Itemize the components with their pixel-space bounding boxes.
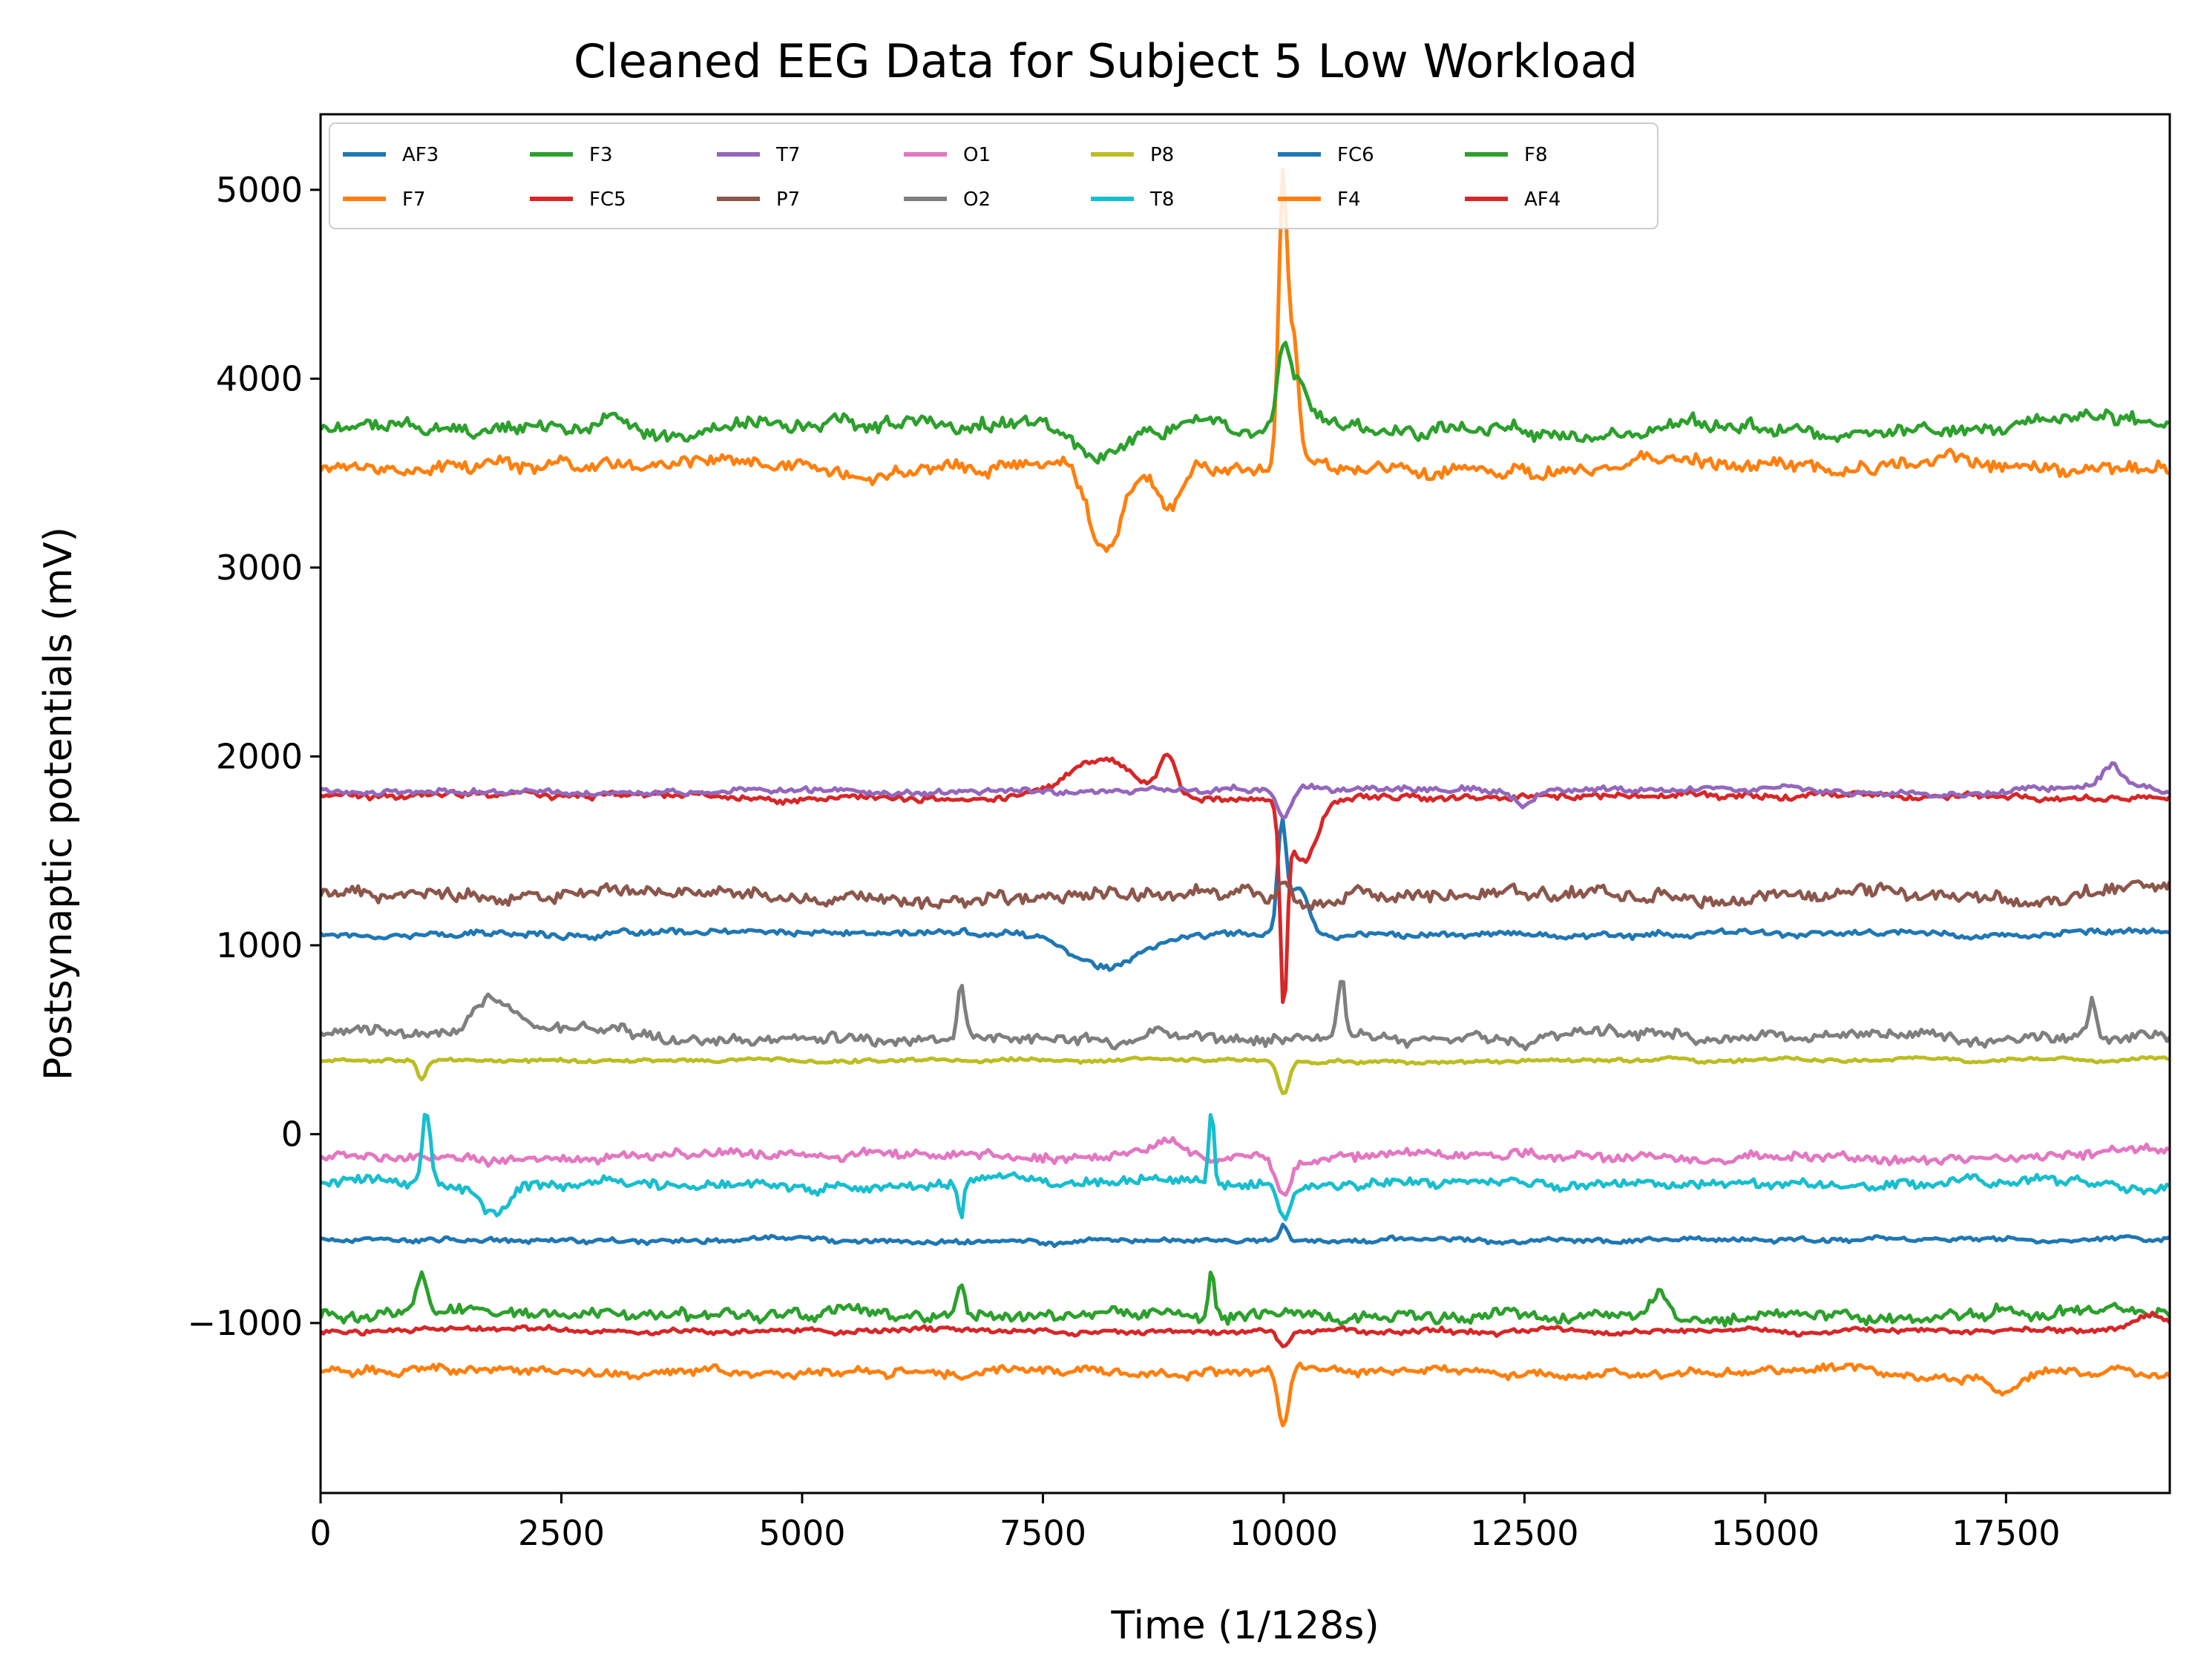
legend: AF3 F7 F3 FC5 T7 P7 O1 O2 P8 T8 FC6 F4 F8 AF4 bbox=[329, 122, 1658, 229]
y-tick-label: −1000 bbox=[187, 1303, 303, 1343]
x-tick-label: 15000 bbox=[1711, 1513, 1820, 1553]
x-tick-label: 10000 bbox=[1230, 1513, 1338, 1553]
plot-frame bbox=[319, 113, 2171, 1494]
legend-label: FC5 bbox=[589, 188, 626, 211]
legend-label: O2 bbox=[963, 188, 991, 211]
legend-label: F8 bbox=[1524, 144, 1548, 166]
y-axis-label: Postsynaptic potentials (mV) bbox=[36, 527, 81, 1080]
y-tick-label: 4000 bbox=[216, 358, 303, 398]
x-tick-label: 17500 bbox=[1952, 1513, 2060, 1553]
x-axis-label: Time (1/128s) bbox=[1110, 1604, 1379, 1648]
series-layer bbox=[321, 168, 2170, 1428]
series-line-f3 bbox=[321, 341, 2170, 465]
y-tick-label: 5000 bbox=[216, 170, 303, 210]
legend-label: FC6 bbox=[1337, 144, 1374, 166]
x-tick-label: 12500 bbox=[1470, 1513, 1578, 1553]
series-line-fc6 bbox=[321, 1222, 2170, 1248]
x-tick-label: 2500 bbox=[518, 1513, 605, 1553]
series-line-f7 bbox=[321, 168, 2170, 554]
series-line-p7 bbox=[321, 879, 2170, 911]
legend-label: F3 bbox=[589, 144, 613, 166]
series-line-f8 bbox=[321, 1270, 2170, 1328]
series-line-p8 bbox=[321, 1054, 2170, 1095]
series-line-f4 bbox=[321, 1361, 2170, 1428]
series-line-o2 bbox=[321, 980, 2170, 1051]
legend-label: F4 bbox=[1337, 188, 1361, 211]
chart-title: Cleaned EEG Data for Subject 5 Low Workl… bbox=[574, 34, 1638, 88]
legend-label: T8 bbox=[1149, 188, 1174, 211]
series-line-af3 bbox=[321, 816, 2170, 972]
series-line-t8 bbox=[321, 1112, 2170, 1221]
legend-label: AF3 bbox=[402, 144, 439, 166]
x-tick-label: 0 bbox=[309, 1513, 331, 1553]
y-tick-label: 0 bbox=[281, 1114, 303, 1154]
legend-label: O1 bbox=[963, 144, 991, 166]
legend-label: P8 bbox=[1150, 144, 1174, 166]
legend-label: P7 bbox=[776, 188, 800, 211]
y-axis: −1000 0 1000 2000 3000 4000 5000 bbox=[187, 170, 321, 1343]
legend-label: F7 bbox=[402, 188, 426, 211]
x-axis: 0 2500 5000 7500 10000 12500 15000 17500 bbox=[309, 1493, 2061, 1553]
y-tick-label: 3000 bbox=[216, 548, 303, 588]
y-tick-label: 1000 bbox=[216, 925, 303, 965]
series-line-af4 bbox=[321, 1310, 2170, 1348]
x-tick-label: 7500 bbox=[1000, 1513, 1086, 1553]
legend-label: T7 bbox=[775, 144, 800, 166]
legend-frame bbox=[329, 122, 1658, 229]
series-line-t7 bbox=[321, 761, 2170, 819]
legend-label: AF4 bbox=[1524, 188, 1561, 211]
series-line-o1 bbox=[321, 1136, 2170, 1197]
y-tick-label: 2000 bbox=[216, 736, 303, 776]
x-tick-label: 5000 bbox=[758, 1513, 845, 1553]
